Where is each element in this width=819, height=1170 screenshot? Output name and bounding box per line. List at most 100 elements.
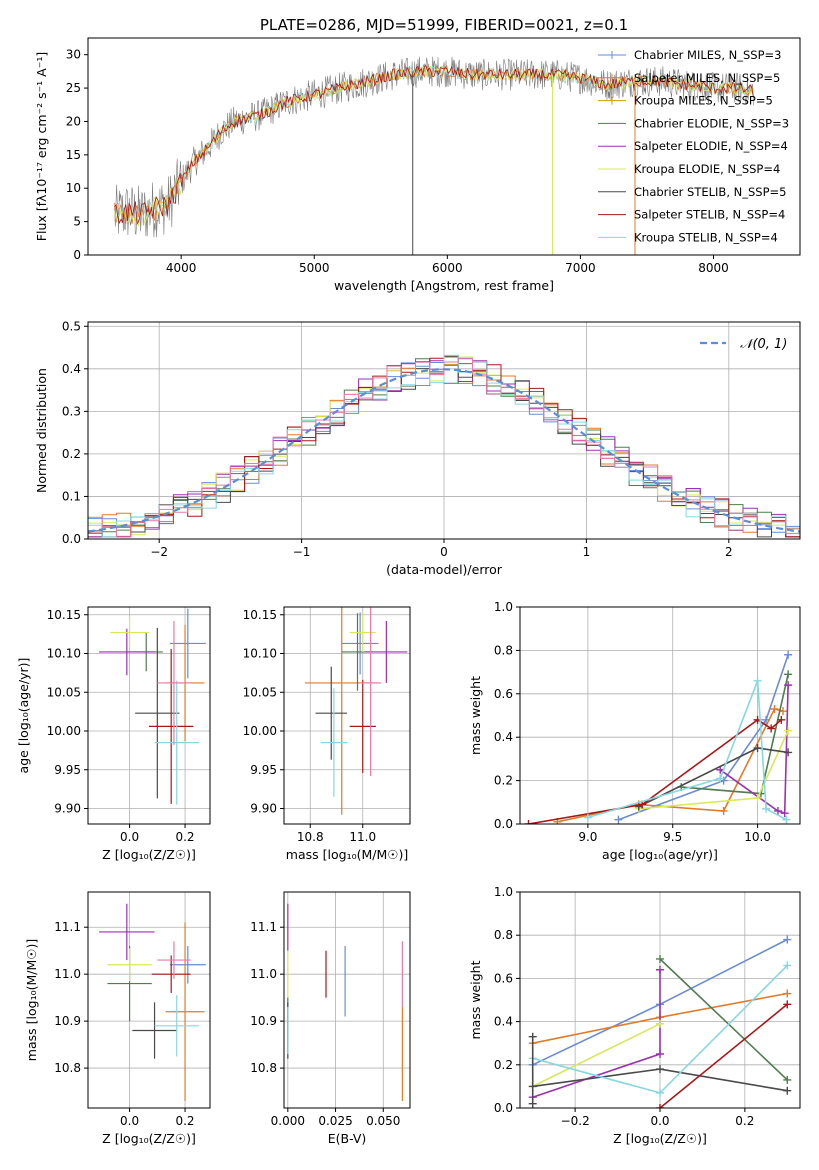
weight-point xyxy=(656,1019,664,1028)
weight-point xyxy=(656,954,664,963)
weight-point xyxy=(783,935,792,944)
y-tick-label: 0.4 xyxy=(494,730,513,744)
y-tick-label: 10.9 xyxy=(54,1014,81,1028)
x-tick-label: 0.0 xyxy=(120,1114,139,1128)
x-axis-label: E(B-V) xyxy=(328,1131,367,1146)
y-tick-label: 11.0 xyxy=(54,967,81,981)
y-axis-label: mass weight xyxy=(468,960,483,1039)
legend-label: Chabrier MILES, N_SSP=3 xyxy=(634,48,781,62)
x-tick-label: 5000 xyxy=(299,261,330,275)
age_vs_mass-plot-area xyxy=(284,607,410,824)
spectrum-plot-area xyxy=(114,56,754,255)
mass_vs_Z-plot xyxy=(84,891,211,1112)
weight-point xyxy=(783,1075,792,1084)
weight-point xyxy=(528,1099,537,1108)
residuals-plot xyxy=(84,321,801,543)
mass_vs_ebv-plot xyxy=(280,891,411,1112)
x-axis-label: Z [log₁₀(Z/Z☉)] xyxy=(102,1131,196,1146)
weight-point xyxy=(783,1000,792,1009)
weight-point xyxy=(753,676,762,685)
weight-series xyxy=(659,958,788,1081)
x-tick-label: 9.0 xyxy=(578,830,597,844)
age_vs_Z-plot xyxy=(84,606,211,828)
weight_vs_age-plot-area xyxy=(520,607,800,824)
mass_vs_ebv-plot-area xyxy=(284,892,410,1108)
y-tick-label: 10.8 xyxy=(54,1061,81,1075)
weight-point xyxy=(777,715,786,724)
legend-label: Salpeter ELODIE, N_SSP=4 xyxy=(634,139,788,153)
weight-point xyxy=(614,815,623,824)
weight-point xyxy=(784,726,793,735)
x-axis-label: wavelength [Angstrom, rest frame] xyxy=(334,278,554,293)
weight-point xyxy=(753,793,762,802)
y-tick-label: 9.90 xyxy=(54,802,81,816)
x-axis-label: age [log₁₀(age/yr)] xyxy=(602,847,718,862)
y-tick-label: 0.8 xyxy=(494,643,513,657)
weight-point xyxy=(784,650,793,659)
y-tick-label: 0.4 xyxy=(62,362,81,376)
y-tick-label: 0.2 xyxy=(62,447,81,461)
weight-point xyxy=(784,748,793,757)
x-tick-label: 0.050 xyxy=(366,1114,400,1128)
legend-label: Kroupa ELODIE, N_SSP=4 xyxy=(634,162,780,176)
x-axis-label: Z [log₁₀(Z/Z☉)] xyxy=(613,1131,707,1146)
spectrum-plot xyxy=(84,37,801,259)
y-tick-label: 0.4 xyxy=(494,1015,513,1029)
x-tick-label: 6000 xyxy=(432,261,463,275)
weight_vs_age-plot xyxy=(516,606,801,828)
y-tick-label: 10.15 xyxy=(243,608,277,622)
weight-point xyxy=(753,744,762,753)
weight-point xyxy=(783,961,792,970)
x-tick-label: 0.0 xyxy=(120,830,139,844)
age_vs_Z-plot-area xyxy=(88,607,210,824)
y-tick-label: 10.00 xyxy=(243,724,277,738)
axes-frame xyxy=(87,891,211,1109)
weight-point xyxy=(524,820,533,824)
y-tick-label: 20 xyxy=(66,114,81,128)
axes-frame xyxy=(283,606,411,825)
weight-point xyxy=(719,806,728,815)
weight-point xyxy=(583,813,592,822)
weight-point xyxy=(783,1086,792,1095)
residuals-plot-area xyxy=(88,322,800,539)
y-tick-label: 10.10 xyxy=(243,647,277,661)
y-tick-label: 10.9 xyxy=(250,1014,277,1028)
x-tick-label: 10.8 xyxy=(297,830,324,844)
x-tick-label: 10.0 xyxy=(744,830,771,844)
x-tick-label: −2 xyxy=(150,545,168,559)
x-tick-label: 0.2 xyxy=(735,1114,754,1128)
y-axis-label: Flux [fλ10⁻¹⁷ erg cm⁻² s⁻¹ A⁻¹] xyxy=(34,52,49,241)
y-tick-label: 0.5 xyxy=(62,319,81,333)
y-tick-label: 15 xyxy=(66,148,81,162)
legend-label: Kroupa MILES, N_SSP=5 xyxy=(634,94,773,108)
weight-series xyxy=(618,654,789,821)
weight_vs_Z-plot-area xyxy=(520,892,800,1108)
y-tick-label: 10.15 xyxy=(47,608,81,622)
y-tick-label: 10.05 xyxy=(243,685,277,699)
y-tick-label: 30 xyxy=(66,48,81,62)
x-tick-label: 7000 xyxy=(565,261,596,275)
x-tick-label: 4000 xyxy=(166,261,197,275)
y-tick-label: 0.2 xyxy=(494,1058,513,1072)
y-axis-label: Normed distribution xyxy=(34,368,49,493)
y-tick-label: 0 xyxy=(73,248,81,262)
y-tick-label: 11.0 xyxy=(250,967,277,981)
axes-frame xyxy=(283,891,411,1109)
x-tick-label: 0 xyxy=(440,545,448,559)
legend-label: Chabrier ELODIE, N_SSP=3 xyxy=(634,116,789,130)
weight_vs_Z-plot xyxy=(516,891,801,1112)
weight-point xyxy=(767,724,776,733)
x-tick-label: 0.2 xyxy=(175,1114,194,1128)
legend-label: 𝒩(0, 1) xyxy=(740,337,787,352)
y-tick-label: 0.3 xyxy=(62,404,81,418)
x-axis-label: (data-model)/error xyxy=(386,562,503,577)
observed-spectrum xyxy=(114,56,754,238)
x-tick-label: 0.025 xyxy=(318,1114,352,1128)
x-tick-label: 11.0 xyxy=(349,830,376,844)
weight-point xyxy=(784,670,793,679)
x-tick-label: 0.2 xyxy=(175,830,194,844)
y-tick-label: 10.00 xyxy=(47,724,81,738)
legend-label: Chabrier STELIB, N_SSP=5 xyxy=(634,185,786,199)
weight-point xyxy=(770,704,779,713)
y-tick-label: 10 xyxy=(66,181,81,195)
